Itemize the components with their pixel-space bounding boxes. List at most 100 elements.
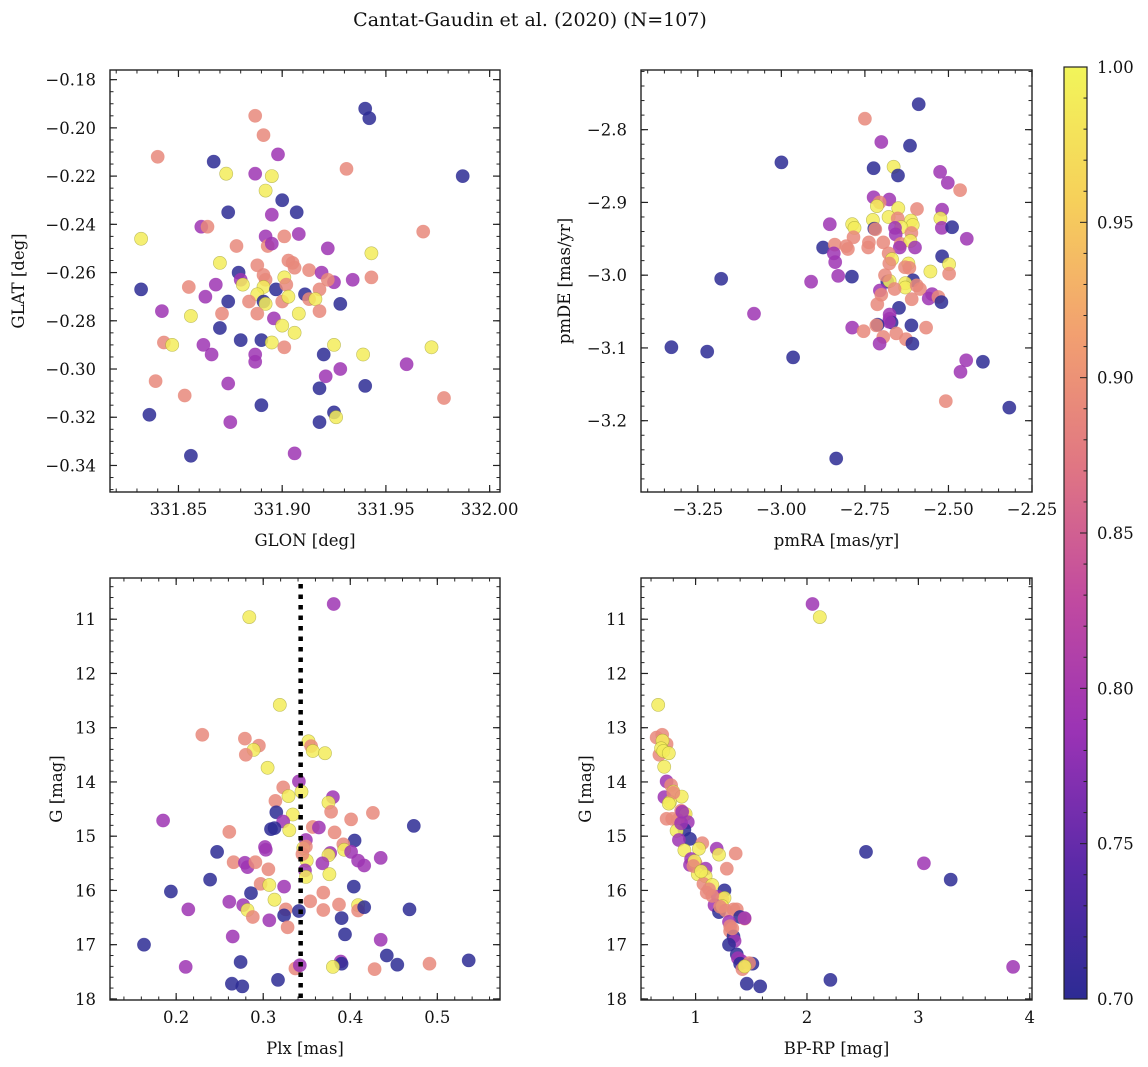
data-point xyxy=(219,166,234,181)
data-point xyxy=(325,960,340,974)
data-point xyxy=(437,391,451,405)
data-point xyxy=(358,378,373,393)
data-point xyxy=(271,973,285,987)
data-point xyxy=(424,340,439,355)
data-point xyxy=(316,903,331,917)
data-point xyxy=(362,111,377,126)
data-point xyxy=(367,962,382,976)
data-point xyxy=(911,97,926,112)
y-tick-label: 12 xyxy=(75,664,96,683)
data-point xyxy=(346,879,361,894)
data-point xyxy=(279,277,294,292)
x-tick-label: 332.00 xyxy=(461,500,519,519)
ticks-glon-glat: 331.85 331.90 331.95 332.00 −0.18 −0.20 −0.22 −… xyxy=(45,70,518,519)
data-point xyxy=(700,344,715,359)
points-glon-glat xyxy=(134,101,470,463)
data-point xyxy=(245,910,260,924)
data-point xyxy=(841,242,855,256)
data-point xyxy=(373,851,388,865)
data-point xyxy=(904,318,919,333)
y-tick-label: 11 xyxy=(75,610,96,629)
figure-title: Cantat-Gaudin et al. (2020) (N=107) xyxy=(353,9,707,31)
data-point xyxy=(322,867,337,882)
data-point xyxy=(204,347,219,362)
data-point xyxy=(714,271,729,286)
data-point xyxy=(277,229,292,244)
data-point xyxy=(137,937,151,952)
data-point xyxy=(705,889,720,903)
data-point xyxy=(356,347,370,362)
colorbar-tick-label: 0.75 xyxy=(1097,835,1134,854)
y-axis-label: G [mag] xyxy=(576,755,595,822)
axes-frame xyxy=(109,69,501,493)
x-tick-label: 2 xyxy=(802,1008,813,1027)
data-point xyxy=(390,957,405,972)
y-tick-label: 18 xyxy=(75,990,96,1009)
y-axis-label: pmDE [mas/yr] xyxy=(555,218,574,344)
y-tick-label: −3.2 xyxy=(587,412,627,431)
ticks-pmra-pmde: −3.25 −3.00 −2.75 −2.50 −2.25 −2.8 −2.9 −3.0 −3.… xyxy=(587,70,1057,519)
data-point xyxy=(275,318,290,333)
data-point xyxy=(258,183,273,198)
data-point xyxy=(661,796,676,811)
data-point xyxy=(747,306,761,321)
data-point xyxy=(903,138,917,153)
data-point xyxy=(244,886,258,900)
data-point xyxy=(267,892,282,907)
data-point xyxy=(318,369,333,384)
data-point xyxy=(248,166,263,181)
data-point xyxy=(277,879,291,894)
x-axis-label: Plx [mas] xyxy=(266,1039,344,1058)
data-point xyxy=(338,927,352,942)
data-point xyxy=(225,929,240,944)
data-point xyxy=(892,240,907,255)
data-point xyxy=(222,825,237,839)
data-point xyxy=(657,759,672,774)
data-point xyxy=(976,354,990,369)
x-tick-label: 331.85 xyxy=(150,500,208,519)
data-point xyxy=(868,222,883,237)
y-tick-label: −0.26 xyxy=(45,264,96,283)
data-point xyxy=(1006,960,1020,974)
data-point xyxy=(229,239,244,253)
data-point xyxy=(196,337,211,352)
data-point xyxy=(326,597,341,611)
y-tick-label: 11 xyxy=(606,610,627,629)
data-point xyxy=(277,908,291,923)
x-tick-label: 0.4 xyxy=(337,1008,363,1027)
ticks-plx-g: 0.2 0.3 0.4 0.5 11 12 13 14 15 16 17 18 xyxy=(75,578,500,1027)
data-point xyxy=(455,169,470,183)
data-point xyxy=(198,289,213,304)
data-point xyxy=(200,219,215,234)
data-point xyxy=(866,161,881,176)
data-point xyxy=(248,108,263,123)
x-tick-label: 0.3 xyxy=(250,1008,276,1027)
data-point xyxy=(874,135,889,149)
data-point xyxy=(694,864,709,879)
data-point xyxy=(212,321,227,335)
data-point xyxy=(316,885,331,900)
data-point xyxy=(258,842,273,857)
data-point xyxy=(281,289,296,304)
x-axis-label: BP-RP [mag] xyxy=(784,1039,890,1058)
x-tick-label: 0.2 xyxy=(163,1008,189,1027)
data-point xyxy=(856,324,871,339)
axes-frame xyxy=(640,69,1033,493)
data-point xyxy=(869,318,884,333)
data-point xyxy=(406,819,421,833)
data-point xyxy=(154,304,169,318)
data-point xyxy=(285,807,300,822)
data-point xyxy=(203,872,217,887)
y-tick-label: 15 xyxy=(75,827,96,846)
x-tick-label: 331.90 xyxy=(253,500,311,519)
data-point xyxy=(329,410,343,425)
data-point xyxy=(258,296,273,311)
data-point xyxy=(237,731,252,746)
data-point xyxy=(959,353,974,368)
data-point xyxy=(250,258,265,273)
data-point xyxy=(281,789,296,803)
data-point xyxy=(183,448,198,463)
data-point xyxy=(206,154,221,169)
x-axis-label: pmRA [mas/yr] xyxy=(774,531,899,550)
data-point xyxy=(287,446,302,461)
